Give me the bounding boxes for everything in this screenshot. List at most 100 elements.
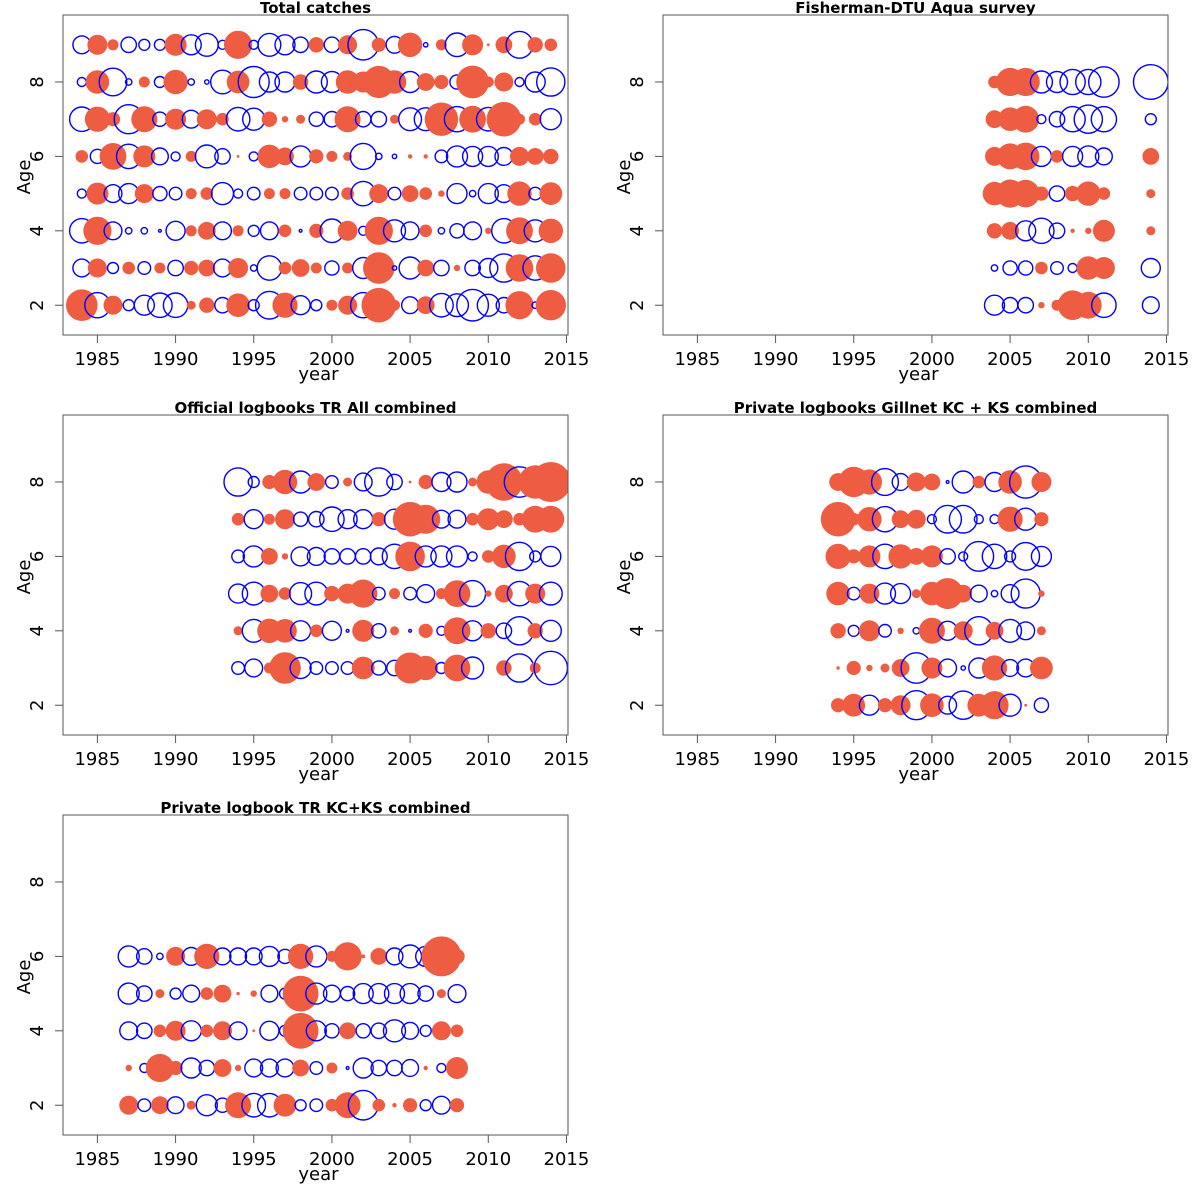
bubble-positive — [411, 504, 441, 534]
bubble-negative — [1077, 145, 1100, 168]
bubble-positive — [831, 698, 846, 713]
y-axis: 2 4 6 8 Age — [14, 476, 63, 711]
bubble-negative — [370, 622, 387, 639]
bubbles — [820, 465, 1053, 721]
bubble-positive — [186, 300, 196, 310]
bubble-negative — [398, 107, 423, 132]
bubble-negative — [391, 265, 398, 271]
bubble-positive — [539, 182, 563, 206]
bubble-negative — [244, 1058, 264, 1078]
bubble-positive — [269, 652, 301, 684]
y-tick-label: 6 — [27, 551, 48, 562]
bubble-negative — [436, 1062, 447, 1074]
bubble-positive — [505, 254, 534, 282]
x-tick-label: 2015 — [1144, 749, 1190, 770]
bubble-positive — [434, 74, 449, 90]
bubble-positive — [537, 505, 565, 533]
bubble-positive — [485, 227, 492, 234]
bubble-positive — [165, 108, 187, 130]
bubble-negative — [524, 71, 546, 93]
bubble-positive — [923, 473, 941, 491]
x-tick-label: 1995 — [831, 349, 877, 370]
bubble-negative — [382, 219, 407, 243]
bubble-positive — [538, 218, 563, 243]
bubble-negative — [119, 1021, 139, 1041]
bubble-positive — [496, 660, 512, 676]
bubble-positive — [199, 297, 215, 313]
bubble-negative — [1033, 697, 1050, 714]
y-tick-label: 8 — [627, 476, 648, 487]
x-tick-label: 2000 — [309, 349, 355, 370]
bubble-positive — [535, 290, 566, 321]
bubble-positive — [880, 663, 890, 673]
bubble-negative — [477, 182, 499, 205]
y-tick-label: 2 — [27, 300, 48, 311]
bubble-positive — [1074, 291, 1102, 319]
bubble-positive — [213, 984, 232, 1003]
bubble-positive — [859, 583, 880, 604]
x-tick-label: 2000 — [309, 749, 355, 770]
bubble-positive — [339, 1022, 356, 1040]
bubble-positive — [309, 223, 324, 238]
bubble-negative — [1045, 70, 1069, 94]
bubble-negative — [539, 619, 562, 643]
bubble-positive — [492, 544, 516, 569]
bubble-negative — [456, 288, 490, 322]
panel-title: Total catches — [260, 0, 371, 17]
bubble-negative — [106, 261, 120, 275]
bubble-positive — [495, 510, 513, 529]
bubble-positive — [1092, 219, 1115, 242]
bubble-negative — [1036, 113, 1047, 125]
y-tick-label: 8 — [27, 476, 48, 487]
x-tick-label: 2010 — [465, 1149, 511, 1170]
bubble-negative — [461, 145, 484, 168]
bubble-positive — [494, 72, 514, 92]
bubble-negative — [155, 952, 164, 961]
panel-5: Private logbook TR KC+KS combined 1985 199… — [14, 799, 589, 1185]
bubble-positive — [897, 627, 904, 634]
y-tick-label: 8 — [27, 876, 48, 887]
x-tick-label: 1990 — [753, 349, 799, 370]
plot-frame — [662, 414, 1169, 736]
bubble-positive — [200, 1024, 214, 1038]
bubble-positive — [200, 187, 214, 200]
bubble-negative — [180, 1057, 202, 1079]
bubble-negative — [194, 144, 219, 169]
bubble-negative — [419, 1024, 432, 1038]
bubble-positive — [544, 38, 558, 52]
x-tick-label: 2000 — [309, 1149, 355, 1170]
bubble-negative — [244, 658, 264, 678]
bubble-negative — [447, 984, 467, 1004]
bubble-negative — [370, 1022, 388, 1040]
bubble-negative — [371, 586, 386, 601]
bubble-negative — [247, 475, 260, 489]
x-tick-label: 1995 — [231, 1149, 277, 1170]
bubble-positive — [1146, 226, 1156, 236]
bubble-positive — [981, 655, 1008, 681]
bubble-negative — [98, 67, 128, 97]
bubble-positive — [257, 144, 282, 169]
x-axis-label: year — [898, 764, 939, 785]
x-tick-label: 1985 — [74, 349, 120, 370]
bubble-positive — [906, 509, 926, 529]
bubble-negative — [257, 32, 282, 57]
bubble-positive — [446, 1057, 468, 1079]
x-tick-label: 2015 — [544, 349, 590, 370]
bubble-negative — [368, 982, 390, 1005]
bubble-positive — [449, 1098, 465, 1113]
bubble-negative — [324, 260, 340, 276]
bubble-positive — [918, 617, 945, 644]
bubble-negative — [225, 106, 251, 132]
bubble-negative — [416, 584, 436, 604]
panel-title: Fisherman-DTU Aqua survey — [795, 0, 1036, 17]
bubble-negative — [1094, 147, 1113, 166]
bubble-positive — [485, 590, 492, 597]
bubble-positive — [66, 289, 98, 322]
bubble-negative — [419, 1099, 432, 1112]
bubble-positive — [194, 943, 220, 969]
bubble-positive — [185, 188, 197, 200]
bubble-positive — [273, 1093, 297, 1117]
bubble-negative — [870, 467, 900, 497]
bubble-positive — [1030, 656, 1053, 680]
bubble-positive — [213, 1059, 232, 1077]
